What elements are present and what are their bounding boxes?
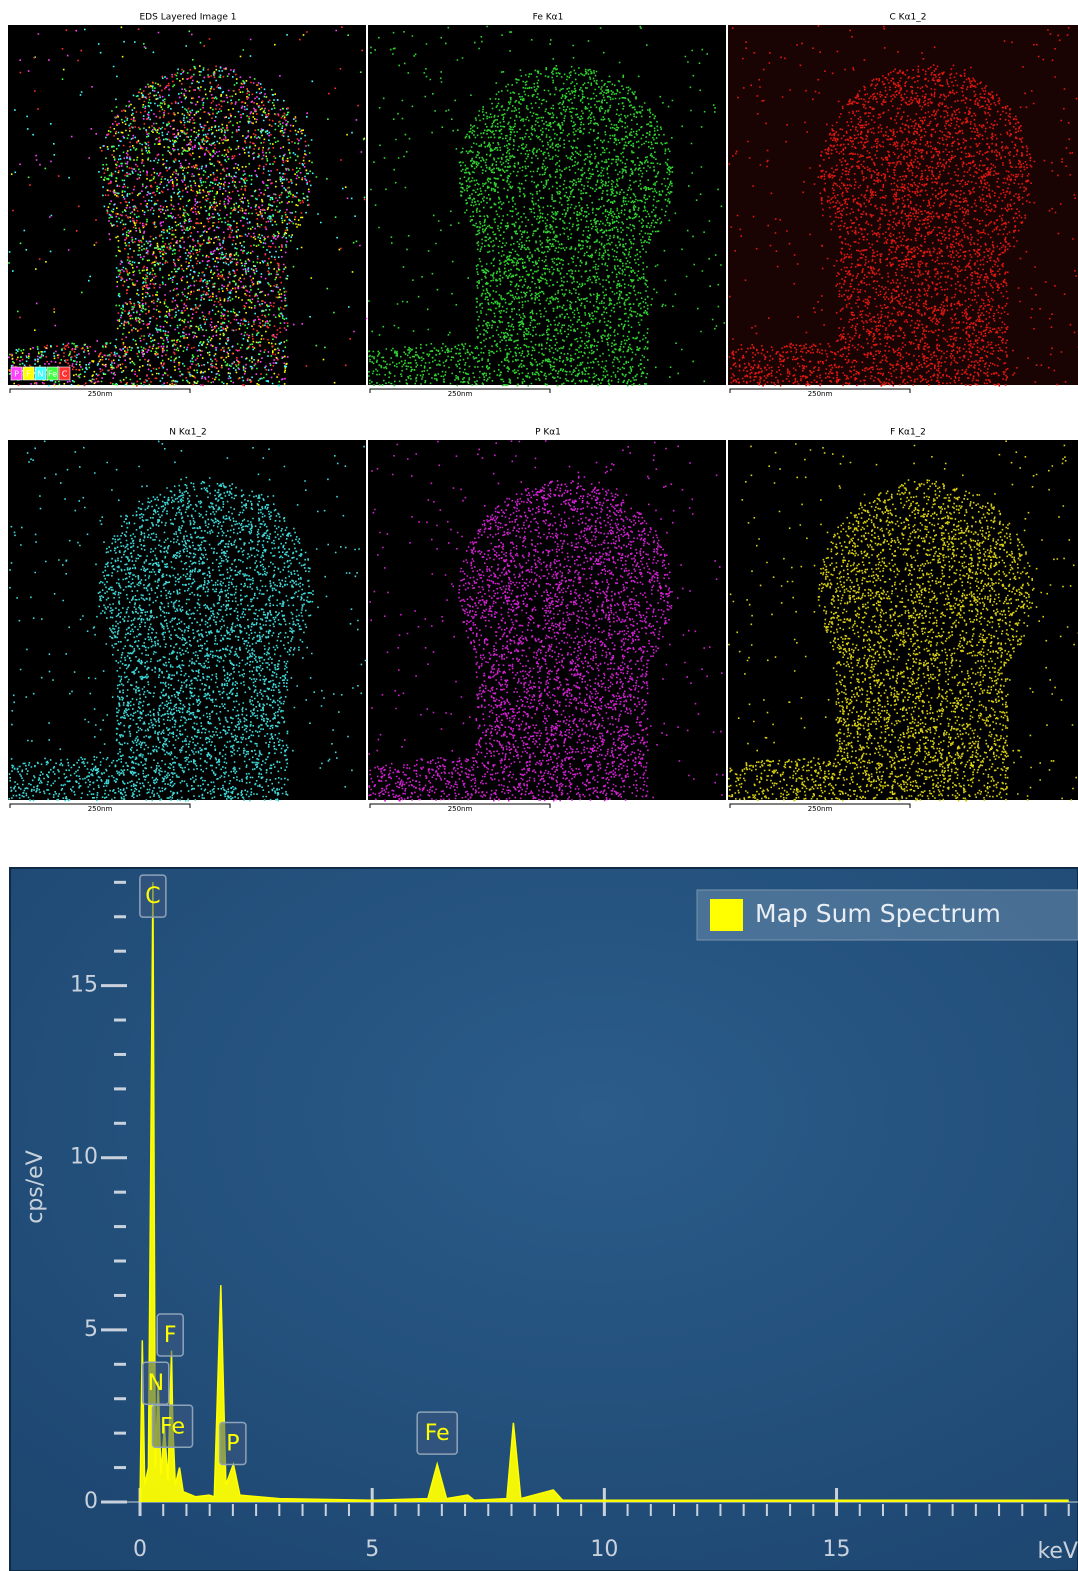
scale-label: 250nm — [808, 805, 833, 813]
map-image — [728, 25, 1078, 385]
peak-label: Fe — [160, 1414, 185, 1439]
peak-label: F — [164, 1323, 177, 1348]
element-label: N — [38, 370, 44, 379]
legend-swatch — [710, 899, 743, 931]
panel-title: Fe Kα1 — [533, 13, 564, 23]
panel-title: C Kα1_2 — [890, 13, 927, 23]
panel-title: P Kα1 — [535, 428, 561, 438]
scale-label: 250nm — [448, 390, 473, 398]
x-axis-label: keV — [1037, 1539, 1078, 1564]
scale-label: 250nm — [88, 805, 113, 813]
map-image — [8, 440, 366, 800]
figure: EDS Layered Image 1PFNFeC250nmFe Kα1250n… — [0, 0, 1078, 1571]
y-tick-label: 5 — [84, 1317, 98, 1342]
peak-label: N — [148, 1371, 164, 1396]
x-tick-label: 15 — [823, 1537, 851, 1562]
legend-label: Map Sum Spectrum — [755, 899, 1001, 928]
y-axis-label: cps/eV — [23, 1150, 48, 1224]
y-tick-label: 15 — [70, 973, 98, 998]
element-label: P — [14, 370, 19, 379]
peak-label: Fe — [425, 1421, 450, 1446]
scale-label: 250nm — [448, 805, 473, 813]
element-label: Fe — [48, 370, 57, 379]
y-tick-label: 0 — [84, 1489, 98, 1514]
map-image — [368, 440, 726, 800]
scale-label: 250nm — [808, 390, 833, 398]
panel-title: EDS Layered Image 1 — [140, 13, 237, 23]
peak-label: P — [226, 1431, 239, 1456]
element-label: F — [26, 370, 31, 379]
x-tick-label: 0 — [133, 1537, 147, 1562]
element-label: C — [62, 370, 68, 379]
panel-title: N Kα1_2 — [169, 428, 206, 438]
x-tick-label: 5 — [365, 1537, 379, 1562]
y-tick-label: 10 — [70, 1145, 98, 1170]
x-tick-label: 10 — [590, 1537, 618, 1562]
scale-label: 250nm — [88, 390, 113, 398]
peak-label: C — [145, 884, 160, 909]
panel-title: F Kα1_2 — [890, 428, 926, 438]
